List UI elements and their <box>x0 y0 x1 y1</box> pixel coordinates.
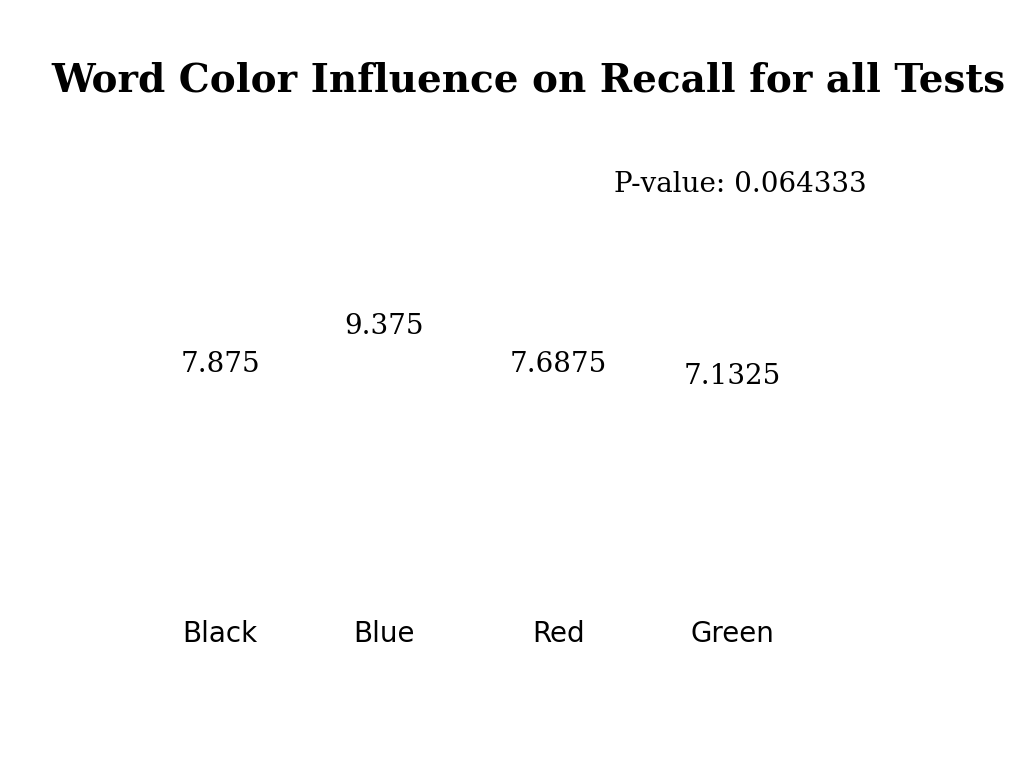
Text: 7.875: 7.875 <box>180 351 260 379</box>
Text: 7.6875: 7.6875 <box>510 351 606 379</box>
Text: P-value: 0.064333: P-value: 0.064333 <box>614 170 867 198</box>
Text: Red: Red <box>531 620 585 647</box>
Text: Blue: Blue <box>353 620 415 647</box>
Text: 7.1325: 7.1325 <box>684 362 780 390</box>
Text: Green: Green <box>690 620 774 647</box>
Text: Black: Black <box>182 620 258 647</box>
Text: Word Color Influence on Recall for all Tests: Word Color Influence on Recall for all T… <box>51 61 1006 99</box>
Text: 9.375: 9.375 <box>344 313 424 340</box>
